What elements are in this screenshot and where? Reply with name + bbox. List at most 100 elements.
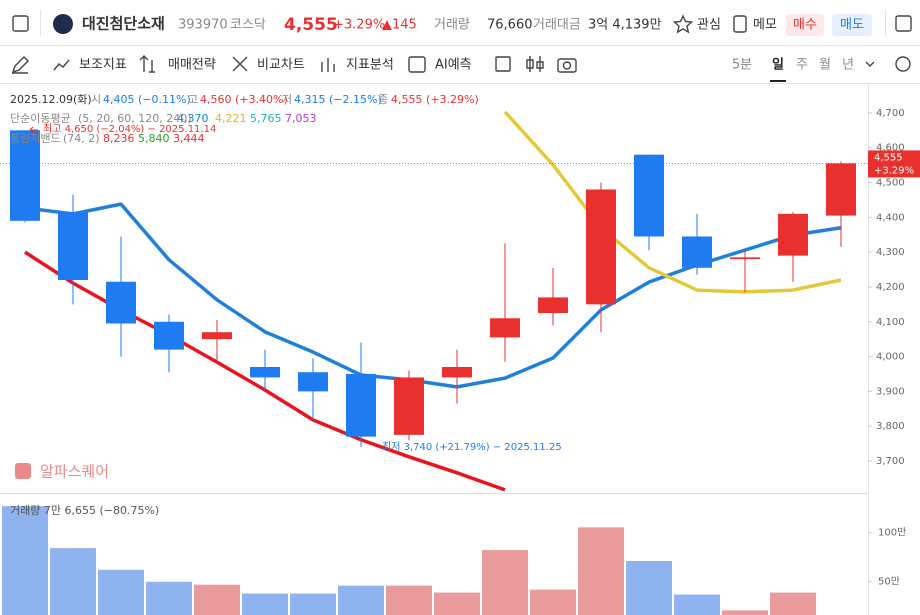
volume-bar [146,581,192,615]
volume-note: 거래량 7만 6,655 (−80.75%) [10,504,159,517]
volume-tick-label: 50만 [878,576,900,588]
y-tick-label: 3,800 [876,421,905,432]
volume-label: 거래량 [434,18,470,33]
y-tick-label: 4,500 [876,178,905,189]
sidebar-icon[interactable] [12,15,29,32]
candle-body [634,154,664,237]
volume-bar [482,550,528,615]
last-price-box [868,150,920,178]
y-tick-label: 4,300 [876,247,905,258]
price-panel [10,110,856,492]
info-high-label: 고 [188,93,198,106]
compare-icon[interactable] [232,56,248,72]
amount-label: 거래대금 [533,18,581,33]
info-low-label: 저 [282,93,292,106]
bb-value: 8,236 [103,132,135,145]
volume-bar [194,584,240,615]
bb-params: (74, 2) [63,132,100,145]
volume-bar [242,593,288,615]
y-tick-label: 4,400 [876,212,905,223]
star-icon[interactable] [672,14,694,34]
volume-bar [722,610,768,615]
last-change-label: +3.29% [874,165,914,176]
candle-body [442,367,472,378]
volume-bar [386,585,432,615]
ma-label: 단순이동평균 [10,112,71,125]
period-tab[interactable]: 주 [796,58,808,73]
analysis-icon[interactable] [321,58,335,72]
sell-button-bg[interactable] [832,14,872,36]
volume: 76,660 [487,18,533,33]
ma-params: (5, 20, 60, 120, 240) [78,112,192,125]
watermark-logo [15,463,31,479]
candle-icon[interactable] [526,56,544,72]
stock-name: 대진첨단소재 [82,15,165,33]
draw-icon[interactable] [11,56,29,74]
camera-lens [562,61,572,70]
volume-bar [674,594,720,615]
overlay: 2025.12.09(화) 시 4,405 (−0.11%) 고 4,560 (… [10,93,562,517]
volume-bar [434,592,480,615]
toolbar-item[interactable]: 보조지표 [79,58,127,73]
buy-button[interactable]: 매수 [793,18,817,33]
memo-icon[interactable] [733,15,747,33]
info-close-label: 종 [378,93,388,106]
candle-body [778,213,808,256]
last-price-label: 4,555 [874,152,903,163]
candle-body [490,318,520,338]
toolbar-item[interactable]: 매매전략 [168,58,216,73]
max-note: 최고 4,650 (−2.04%) − 2025.11.14 [43,123,216,135]
period-tab[interactable]: 년 [842,58,854,73]
chevron[interactable] [865,61,875,67]
candle-body [202,332,232,340]
bb-value: 5,840 [138,132,170,145]
camera-icon[interactable] [557,58,577,73]
info-open: 4,405 (−0.11%) [103,93,191,106]
toolbar-item[interactable]: AI예측 [435,58,472,73]
y-tick-label: 4,600 [876,143,905,154]
bb-label: 볼린저밴드 [10,132,61,145]
candle-body [394,377,424,435]
panel-icon[interactable] [895,15,912,32]
period-tab[interactable]: 월 [819,58,831,73]
indicator-icon[interactable] [53,59,70,71]
candle-body [586,189,616,305]
info-low: 4,315 (−2.15%) [294,93,382,106]
checkbox-icon[interactable] [495,56,511,72]
toolbar-item[interactable]: 지표분석 [346,58,394,73]
volume-bar [290,593,336,615]
ma-value: 7,053 [285,112,317,125]
buy-button-bg[interactable] [786,14,824,36]
y-tick-label: 4,200 [876,282,905,293]
volume-tick-label: 100만 [878,526,906,538]
period-tab[interactable]: 일 [772,58,784,73]
settings-icon[interactable] [895,56,911,72]
info-open-label: 시 [91,93,101,106]
period-tab[interactable]: 5분 [732,58,752,73]
memo-button[interactable]: 메모 [753,18,777,33]
volume-bar [2,506,48,615]
candle-body [106,281,136,324]
change-pct: +3.29% [333,18,385,33]
toolbar-item[interactable]: 비교차트 [257,58,305,73]
sell-button[interactable]: 매도 [840,18,864,33]
info-close: 4,555 (+3.29%) [391,93,479,106]
ma-value: 4,221 [215,112,247,125]
candle-body [58,212,88,280]
candle-body [730,257,760,260]
y-tick-label: 3,900 [876,386,905,397]
ai-icon[interactable] [408,56,426,73]
ma-value: 5,765 [250,112,282,125]
info-high: 4,560 (+3.40%) [200,93,288,106]
price: 4,555 [284,15,338,35]
ma-value: 4,370 [177,112,209,125]
candle-body [250,367,280,378]
stock-logo [53,14,73,34]
candle-body [298,372,328,392]
watch-button[interactable]: 관심 [697,18,721,33]
volume-bar [98,569,144,615]
candle-body [346,373,376,437]
strategy-icon[interactable] [139,55,155,73]
candle-body [154,321,184,350]
candle-body [826,163,856,216]
